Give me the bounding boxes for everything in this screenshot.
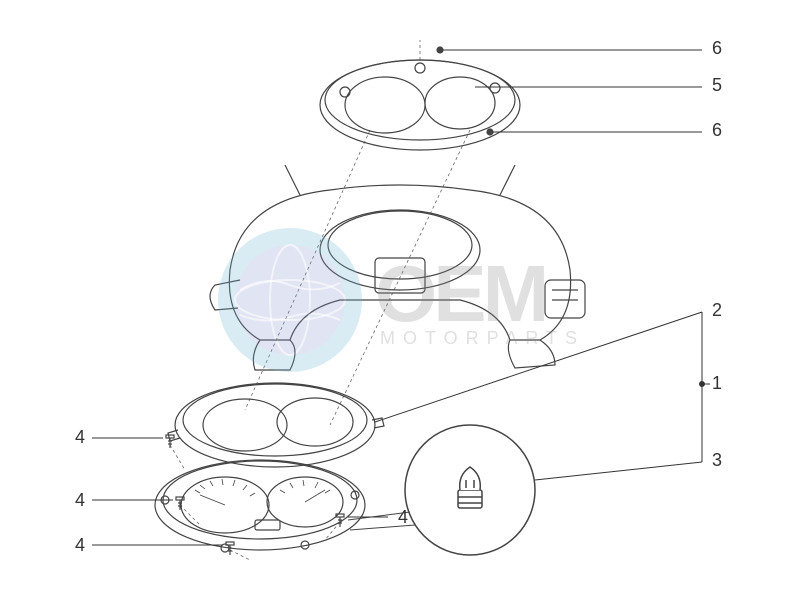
- callout-6b: 6: [712, 120, 722, 141]
- bulb-detail: [348, 425, 535, 555]
- callout-4a: 4: [75, 427, 85, 448]
- callout-4d: 4: [398, 507, 408, 528]
- top-bezel: [320, 47, 520, 150]
- callout-1: 1: [712, 373, 722, 394]
- callout-5: 5: [712, 75, 722, 96]
- callout-6a: 6: [712, 38, 722, 59]
- callout-4c: 4: [75, 535, 85, 556]
- parts-diagram: OEM MOTORPARTS 1 2 3 4 4 4 4 5 6 6: [0, 0, 800, 600]
- leader-lines: [92, 50, 710, 545]
- handlebar-housing: [210, 165, 585, 370]
- gauge-assembly: [155, 460, 365, 552]
- callout-4b: 4: [75, 490, 85, 511]
- callout-2: 2: [712, 300, 722, 321]
- callout-3: 3: [712, 450, 722, 471]
- gauge-lens: [168, 383, 384, 467]
